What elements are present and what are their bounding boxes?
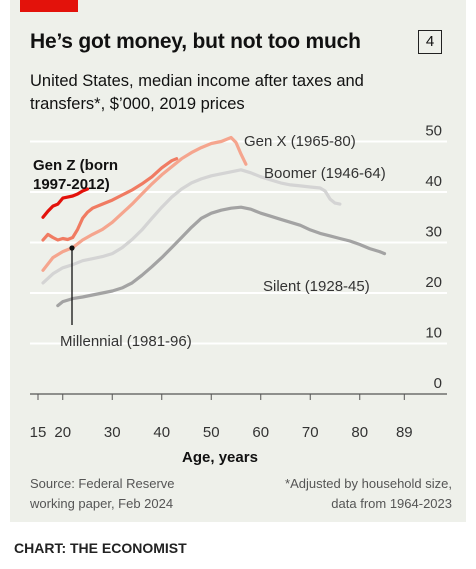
label-gen-z-line2: 1997-2012) (33, 176, 110, 193)
brand-red-bar (20, 0, 78, 12)
x-tick-label: 40 (153, 424, 170, 441)
x-axis-ticks: 15 20 30 40 50 60 70 80 89 (30, 394, 413, 441)
y-tick-label: 50 (425, 123, 442, 140)
millennial-leader-dot (69, 245, 75, 251)
series-lines (41, 135, 387, 308)
y-tick-label: 40 (425, 173, 442, 190)
y-tick-label: 0 (434, 375, 442, 392)
x-tick-label: 70 (302, 424, 319, 441)
y-tick-label: 20 (425, 274, 442, 291)
y-tick-label: 30 (425, 224, 442, 241)
series-labels: Gen Z (born 1997-2012) Gen X (1965-80) B… (33, 133, 386, 350)
y-axis-ticks: 0 10 20 30 40 50 (425, 123, 442, 393)
label-silent: Silent (1928-45) (263, 278, 370, 295)
footnote: *Adjusted by household size, data from 1… (285, 476, 452, 511)
series-line-0 (56, 205, 387, 308)
chart-title: He’s got money, but not too much (30, 30, 361, 53)
series-line-2 (41, 135, 248, 272)
x-tick-label: 20 (54, 424, 71, 441)
x-tick-label: 89 (396, 424, 413, 441)
x-tick-label: 50 (203, 424, 220, 441)
x-tick-label: 30 (104, 424, 121, 441)
label-gen-z-line1: Gen Z (born (33, 157, 118, 174)
label-boomer: Boomer (1946-64) (264, 165, 386, 182)
x-tick-label: 15 (30, 424, 47, 441)
chart-credit: CHART: THE ECONOMIST (14, 540, 187, 556)
x-axis-label: Age, years (182, 449, 258, 466)
x-tick-label: 80 (351, 424, 368, 441)
series-line-4 (41, 187, 90, 219)
chart-subtitle: United States, median income after taxes… (30, 72, 364, 113)
label-millennial: Millennial (1981-96) (60, 333, 192, 350)
source-note: Source: Federal Reserve working paper, F… (30, 476, 175, 511)
x-tick-label: 60 (252, 424, 269, 441)
chart-number-badge: 4 (418, 30, 442, 54)
y-tick-label: 10 (425, 325, 442, 342)
series-line-1 (41, 168, 342, 285)
series-line-3 (41, 157, 179, 242)
label-gen-x: Gen X (1965-80) (244, 133, 356, 150)
